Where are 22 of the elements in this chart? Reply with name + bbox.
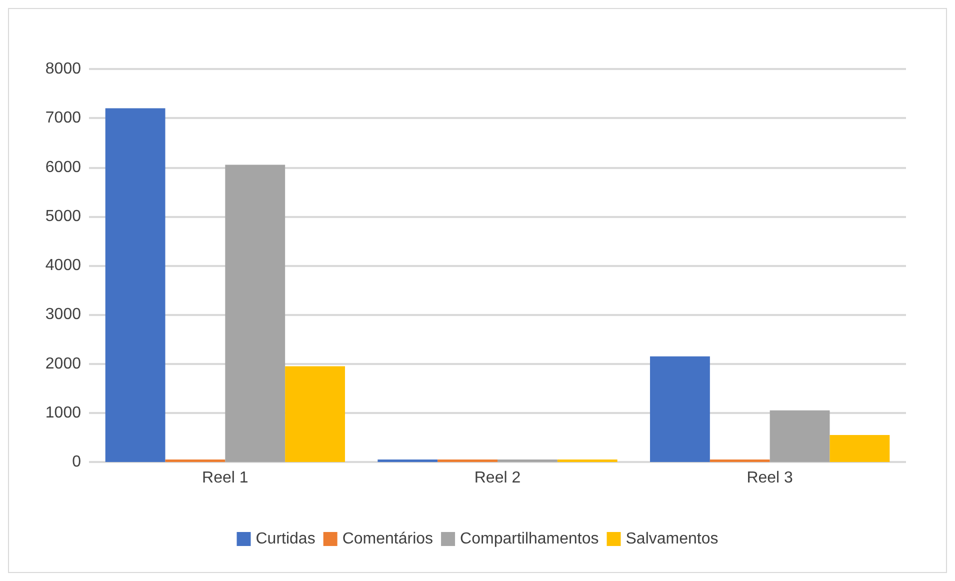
x-tick-label: Reel 1 (202, 470, 248, 486)
y-tick-label: 2000 (45, 355, 82, 372)
y-tick-label: 7000 (45, 110, 82, 127)
legend-label: Curtidas (256, 530, 316, 548)
bar (225, 164, 286, 462)
bar (830, 434, 890, 462)
bar (770, 410, 830, 462)
y-tick-label: 5000 (45, 208, 82, 225)
legend-label: Comentários (342, 530, 434, 548)
y-tick-label: 6000 (45, 158, 82, 176)
y-tick-label: 0 (72, 454, 82, 470)
legend-label: Salvamentos (626, 530, 718, 548)
bar (285, 366, 345, 462)
y-tick-label: 3000 (45, 306, 82, 324)
bar (105, 108, 166, 462)
y-tick-label: 8000 (45, 60, 82, 78)
x-tick-label: Reel 2 (474, 470, 521, 486)
y-tick-label: 4000 (45, 257, 82, 274)
legend-label: Compartilhamentos (460, 530, 599, 548)
x-tick-label: Reel 3 (746, 470, 794, 486)
y-tick-label: 1000 (45, 404, 82, 422)
bar (650, 356, 710, 462)
